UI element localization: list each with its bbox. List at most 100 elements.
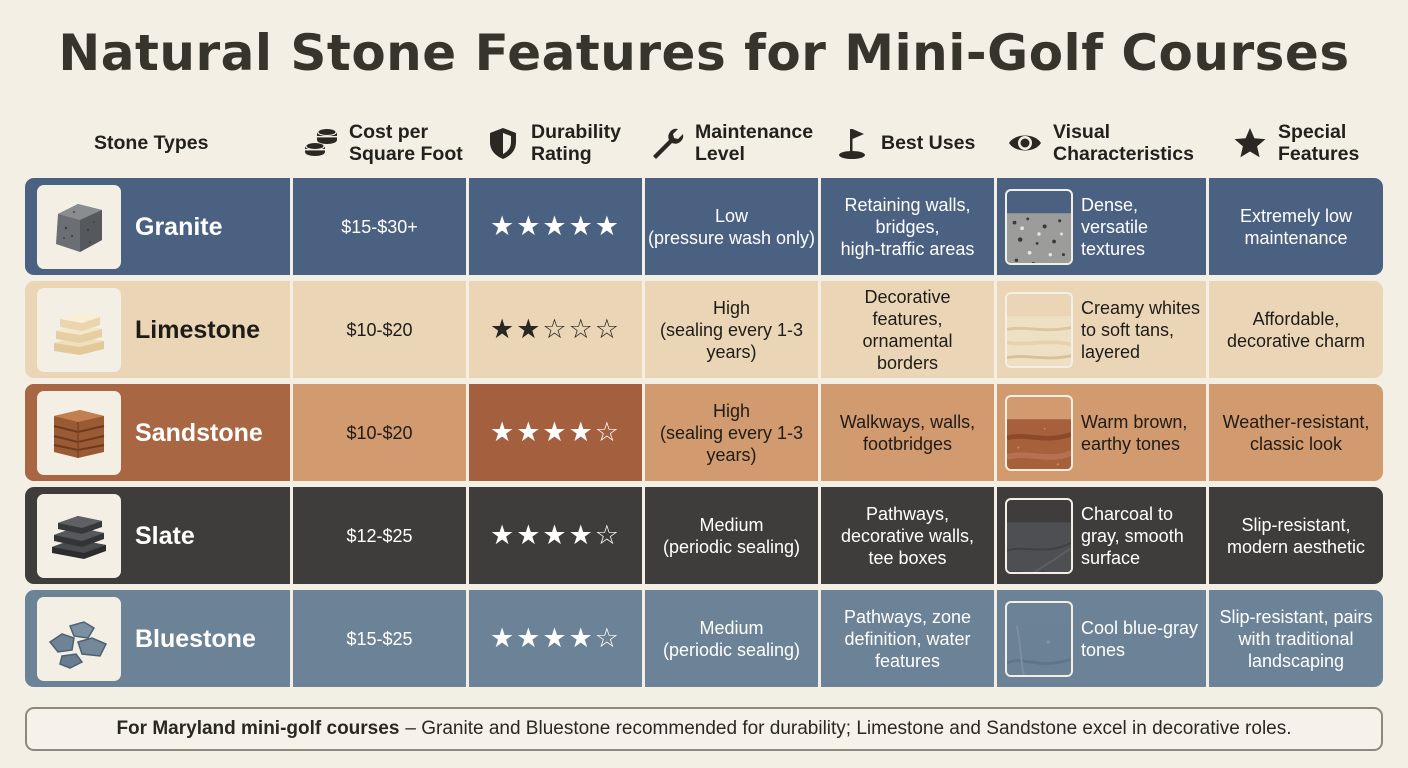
durability-stars: ★★★★☆ <box>469 487 642 584</box>
header-stone-types: Stone Types <box>94 112 294 174</box>
stone-name: Sandstone <box>135 418 263 447</box>
durability-stars: ★★★★☆ <box>469 590 642 687</box>
header-stone-types-label: Stone Types <box>94 132 209 154</box>
visual-text: Dense, versatile textures <box>1081 194 1149 259</box>
column-divider <box>466 281 469 378</box>
best-uses-cell: Pathways, decorative walls, tee boxes <box>840 503 975 568</box>
visual-text: Charcoal to gray, smooth surface <box>1081 503 1184 568</box>
best-uses-cell: Decorative features, ornamental borders <box>862 286 953 373</box>
header-visual: Visual Characteristics <box>1005 112 1215 174</box>
column-divider <box>642 384 645 481</box>
maintenance-cell: High (sealing every 1-3 years) <box>659 297 804 362</box>
column-divider <box>642 281 645 378</box>
column-divider <box>818 487 821 584</box>
maintenance-cell: High (sealing every 1-3 years) <box>659 400 804 465</box>
header-cost: Cost per Square Foot <box>301 112 481 174</box>
special-cell: Slip-resistant, pairs with traditional l… <box>1219 606 1373 671</box>
special-cell: Extremely low maintenance <box>1239 205 1353 248</box>
column-divider <box>466 590 469 687</box>
coins-icon <box>301 123 341 163</box>
header-maintenance: Maintenance Level <box>647 112 827 174</box>
visual-text: Creamy whites to soft tans, layered <box>1081 297 1201 362</box>
limestone-texture-swatch <box>1005 291 1073 368</box>
header-durability-label: Durability Rating <box>531 121 621 165</box>
header-special-label: Special Features <box>1278 121 1360 165</box>
visual-cell: Dense, versatile textures <box>997 178 1206 275</box>
column-divider <box>818 281 821 378</box>
best-uses-cell: Pathways, zone definition, water feature… <box>843 606 972 671</box>
header-durability: Durability Rating <box>483 112 653 174</box>
visual-cell: Cool blue-gray tones <box>997 590 1206 687</box>
header-cost-label: Cost per Square Foot <box>349 121 463 165</box>
table-row-limestone: Limestone $10-$20 ★★☆☆☆ High (sealing ev… <box>25 281 1383 378</box>
recommendation-lead: For Maryland mini-golf courses <box>116 718 400 739</box>
column-divider <box>994 590 997 687</box>
special-cell: Affordable, decorative charm <box>1226 308 1366 351</box>
table-row-granite: Granite $15-$30+ ★★★★★ Low (pressure was… <box>25 178 1383 275</box>
eye-icon <box>1005 123 1045 163</box>
header-maintenance-label: Maintenance Level <box>695 121 814 165</box>
bluestone-pavers-icon <box>37 596 121 681</box>
cost-cell: $10-$20 <box>346 422 413 443</box>
column-divider <box>818 178 821 275</box>
visual-text: Cool blue-gray tones <box>1081 617 1199 660</box>
stone-type-cell: Slate <box>25 487 290 584</box>
column-divider <box>466 384 469 481</box>
maintenance-cell: Low (pressure wash only) <box>647 205 816 248</box>
table-row-bluestone: Bluestone $15-$25 ★★★★☆ Medium (periodic… <box>25 590 1383 687</box>
stone-type-cell: Sandstone <box>25 384 290 481</box>
column-divider <box>642 590 645 687</box>
column-divider <box>994 487 997 584</box>
table-row-slate: Slate $12-$25 ★★★★☆ Medium (periodic sea… <box>25 487 1383 584</box>
stone-type-cell: Bluestone <box>25 590 290 687</box>
cost-cell: $12-$25 <box>346 525 413 546</box>
cost-cell: $15-$25 <box>346 628 413 649</box>
column-divider <box>994 384 997 481</box>
visual-cell: Creamy whites to soft tans, layered <box>997 281 1206 378</box>
sandstone-layers-icon <box>37 390 121 475</box>
header-best-uses: Best Uses <box>833 112 1003 174</box>
stone-name: Slate <box>135 521 195 550</box>
bluestone-texture-swatch <box>1005 600 1073 677</box>
column-divider <box>290 487 293 584</box>
column-divider <box>290 590 293 687</box>
sandstone-texture-swatch <box>1005 394 1073 471</box>
special-cell: Slip-resistant, modern aesthetic <box>1226 514 1366 557</box>
stone-name: Granite <box>135 212 223 241</box>
cost-cell: $10-$20 <box>346 319 413 340</box>
slate-texture-swatch <box>1005 497 1073 574</box>
granite-block-icon <box>37 184 121 269</box>
header-best-uses-label: Best Uses <box>881 132 976 154</box>
visual-cell: Charcoal to gray, smooth surface <box>997 487 1206 584</box>
column-divider <box>1206 281 1209 378</box>
recommendation-text: – Granite and Bluestone recommended for … <box>405 718 1292 739</box>
stone-name: Limestone <box>135 315 261 344</box>
header-visual-label: Visual Characteristics <box>1053 121 1194 165</box>
maintenance-cell: Medium (periodic sealing) <box>662 514 801 557</box>
stone-type-cell: Granite <box>25 178 290 275</box>
column-divider <box>290 281 293 378</box>
wrench-icon <box>647 123 687 163</box>
shield-icon <box>483 123 523 163</box>
stone-type-cell: Limestone <box>25 281 290 378</box>
granite-texture-swatch <box>1005 188 1073 265</box>
table-header: Stone Types Cost per Square Foot Durabil… <box>25 112 1383 174</box>
table-row-sandstone: Sandstone $10-$20 ★★★★☆ High (sealing ev… <box>25 384 1383 481</box>
star-icon <box>1230 123 1270 163</box>
golf-flag-icon <box>833 123 873 163</box>
durability-stars: ★★☆☆☆ <box>469 281 642 378</box>
durability-stars: ★★★★★ <box>469 178 642 275</box>
visual-cell: Warm brown, earthy tones <box>997 384 1206 481</box>
column-divider <box>994 178 997 275</box>
stone-name: Bluestone <box>135 624 256 653</box>
column-divider <box>642 487 645 584</box>
cost-cell: $15-$30+ <box>341 216 418 237</box>
column-divider <box>290 384 293 481</box>
column-divider <box>642 178 645 275</box>
column-divider <box>1206 487 1209 584</box>
column-divider <box>466 178 469 275</box>
header-special: Special Features <box>1230 112 1380 174</box>
column-divider <box>466 487 469 584</box>
durability-stars: ★★★★☆ <box>469 384 642 481</box>
slate-stack-icon <box>37 493 121 578</box>
